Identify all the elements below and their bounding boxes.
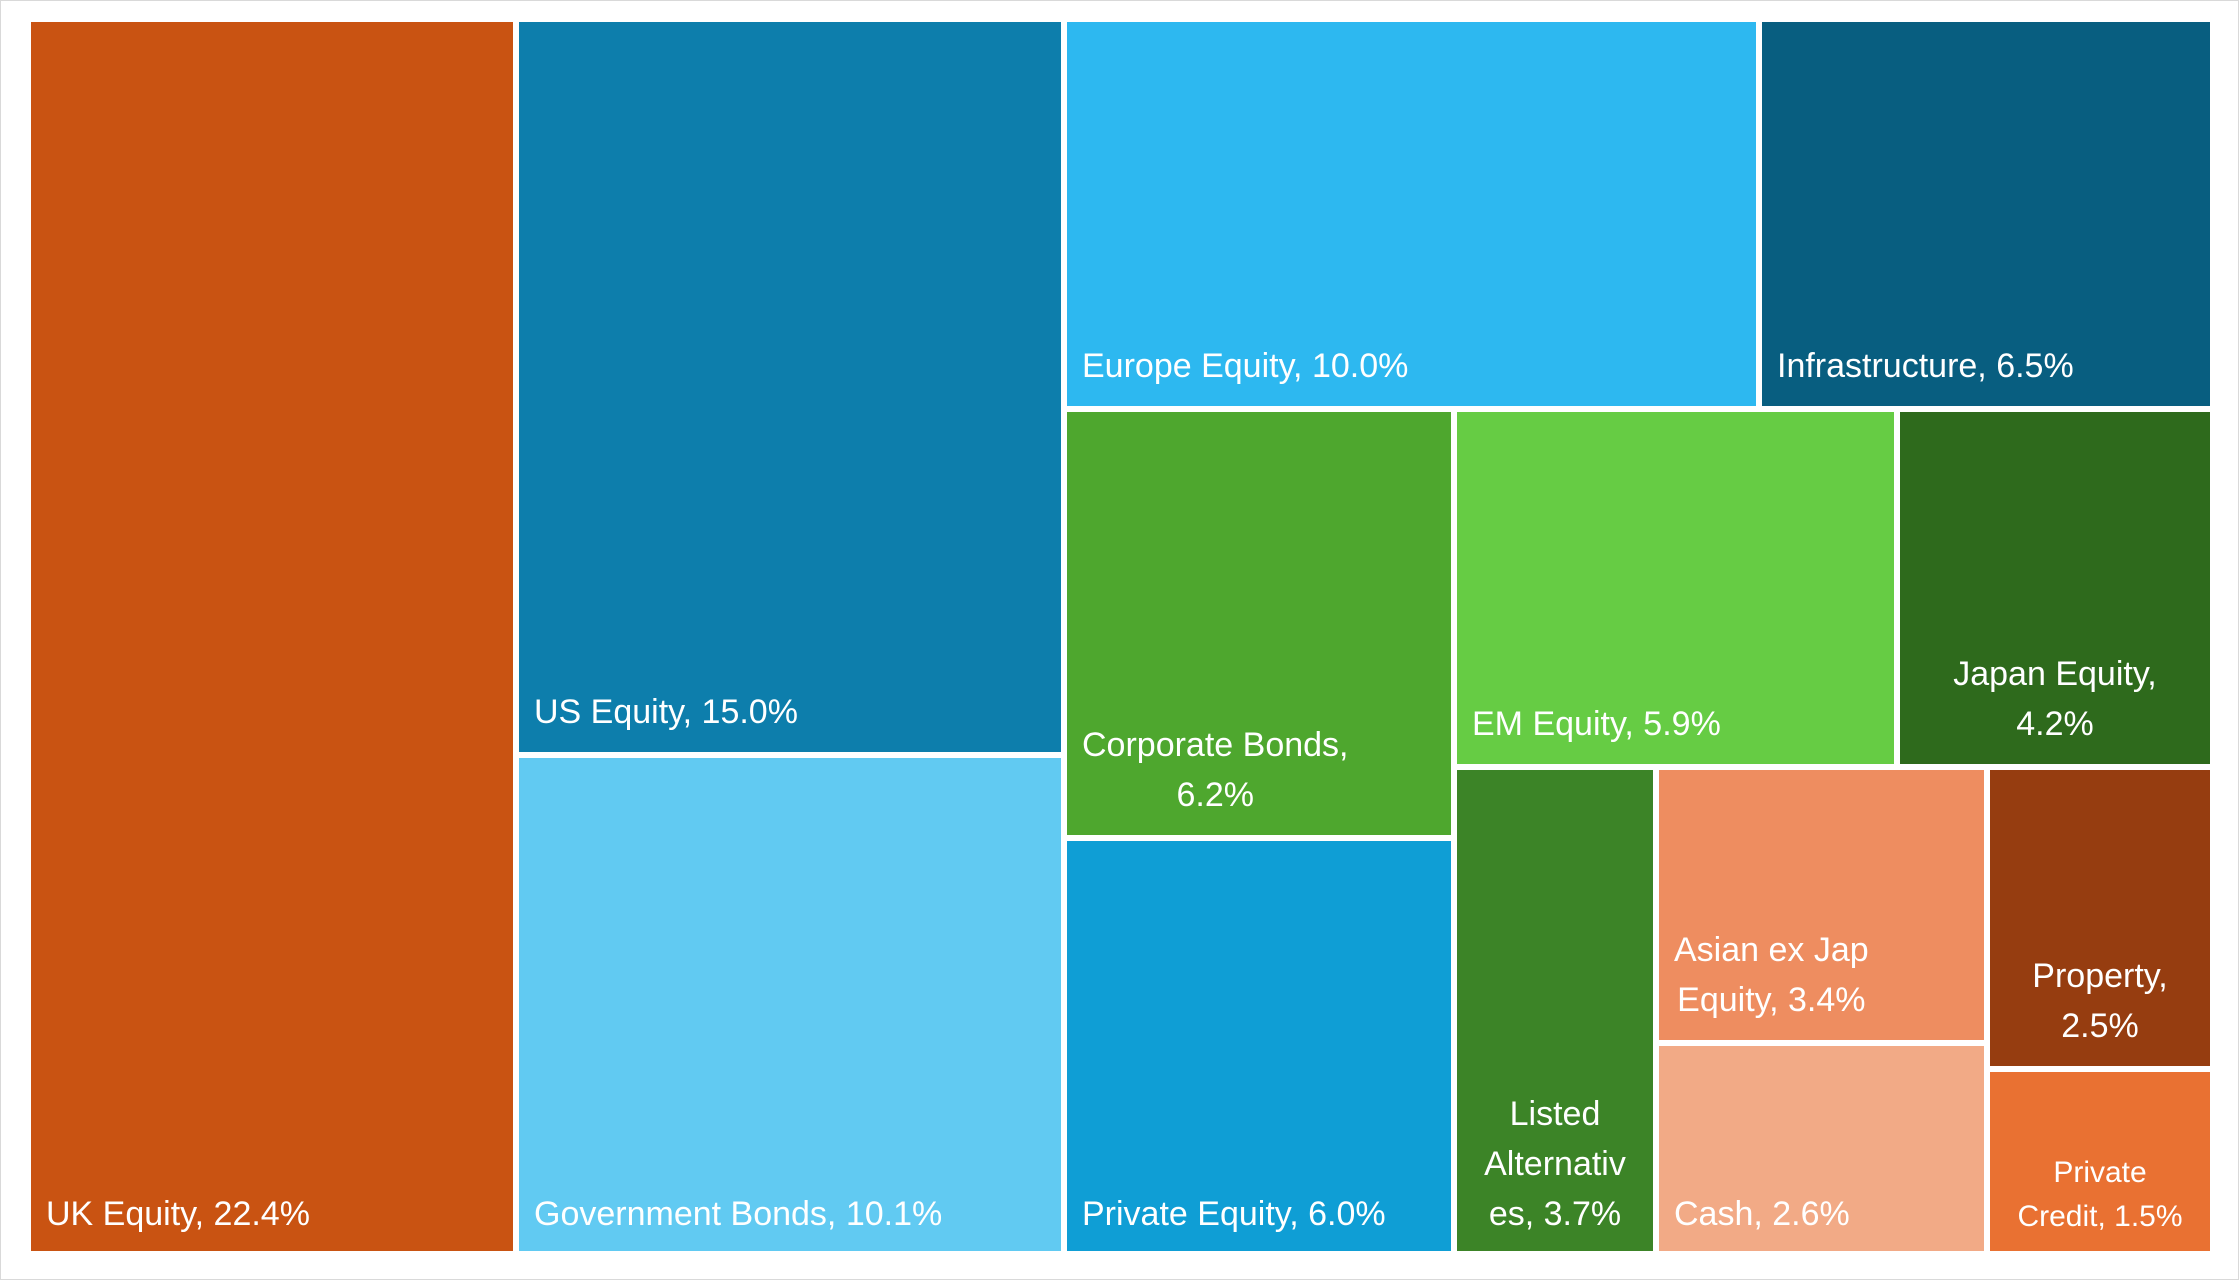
tile-label-europe-equity: Europe Equity, 10.0% xyxy=(1082,347,1409,385)
tile-us-equity: US Equity, 15.0% xyxy=(519,22,1061,752)
tile-label-uk-equity: UK Equity, 22.4% xyxy=(46,1195,310,1233)
tile-label-property: Property, 2.5% xyxy=(2032,957,2168,1045)
tile-label-government-bonds: Government Bonds, 10.1% xyxy=(534,1195,943,1233)
tile-property: Property, 2.5% xyxy=(1990,770,2210,1066)
tile-label-infrastructure: Infrastructure, 6.5% xyxy=(1777,347,2074,385)
tile-label-us-equity: US Equity, 15.0% xyxy=(534,693,798,731)
tile-em-equity: EM Equity, 5.9% xyxy=(1457,412,1894,764)
tile-government-bonds: Government Bonds, 10.1% xyxy=(519,758,1061,1251)
tile-label-cash: Cash, 2.6% xyxy=(1674,1195,1850,1233)
tile-asian-ex-jap-equity: Asian ex Jap Equity, 3.4% xyxy=(1659,770,1984,1040)
tile-label-japan-equity: Japan Equity, 4.2% xyxy=(1953,655,2157,743)
tile-private-credit: Private Credit, 1.5% xyxy=(1990,1072,2210,1251)
tile-cash: Cash, 2.6% xyxy=(1659,1046,1984,1251)
tile-europe-equity: Europe Equity, 10.0% xyxy=(1067,22,1756,406)
tile-infrastructure: Infrastructure, 6.5% xyxy=(1762,22,2210,406)
tile-label-private-credit: Private Credit, 1.5% xyxy=(2017,1156,2183,1233)
tile-private-equity: Private Equity, 6.0% xyxy=(1067,841,1451,1251)
tile-label-em-equity: EM Equity, 5.9% xyxy=(1472,705,1721,743)
tile-label-asian-ex-jap-equity: Asian ex Jap Equity, 3.4% xyxy=(1674,931,1869,1019)
tile-label-listed-alternatives: Listed Alternativ es, 3.7% xyxy=(1484,1095,1626,1233)
tile-listed-alternatives: Listed Alternativ es, 3.7% xyxy=(1457,770,1653,1251)
tile-corporate-bonds: Corporate Bonds, 6.2% xyxy=(1067,412,1451,835)
tile-label-private-equity: Private Equity, 6.0% xyxy=(1082,1195,1386,1233)
tile-label-corporate-bonds: Corporate Bonds, 6.2% xyxy=(1082,726,1349,814)
tile-japan-equity: Japan Equity, 4.2% xyxy=(1900,412,2210,764)
tile-uk-equity: UK Equity, 22.4% xyxy=(31,22,513,1251)
